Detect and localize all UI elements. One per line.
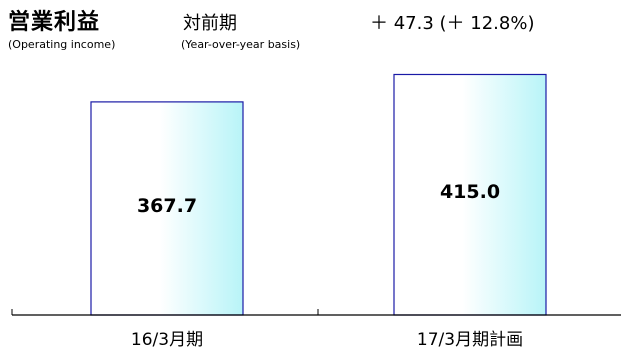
chart-title: 営業利益 [8,10,101,35]
bar-chart: 367.7 16/3月期 415.0 17/3月期計画 [11,73,621,350]
bar-1 [90,101,244,316]
category-label-1: 16/3月期 [131,330,203,350]
year-over-year-change: ＋ 47.3 (＋ 12.8%) [370,13,535,34]
category-label-2: 17/3月期計画 [417,330,523,350]
labels-group: 367.7 16/3月期 415.0 17/3月期計画 [131,181,523,350]
bar-2 [393,73,547,316]
chart-title-english: (Operating income) [8,38,116,51]
bars-group [90,73,547,316]
bar-value-label-1: 367.7 [137,195,197,217]
comparison-basis: 対前期 [183,13,237,34]
comparison-basis-english: (Year-over-year basis) [181,38,301,51]
x-axis [11,309,621,316]
bar-value-label-2: 415.0 [440,181,500,203]
chart-header: 営業利益 (Operating income) 対前期 (Year-over-y… [0,0,621,60]
